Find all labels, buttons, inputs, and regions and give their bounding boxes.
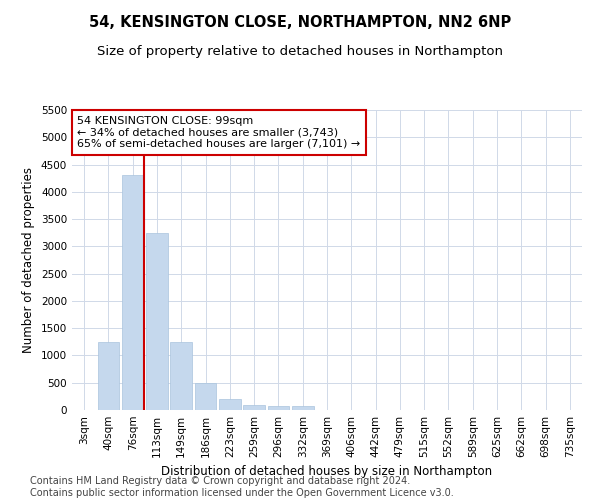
X-axis label: Distribution of detached houses by size in Northampton: Distribution of detached houses by size … [161, 466, 493, 478]
Text: Size of property relative to detached houses in Northampton: Size of property relative to detached ho… [97, 45, 503, 58]
Text: 54, KENSINGTON CLOSE, NORTHAMPTON, NN2 6NP: 54, KENSINGTON CLOSE, NORTHAMPTON, NN2 6… [89, 15, 511, 30]
Bar [219, 399, 241, 410]
Bar [146, 232, 168, 410]
Bar [268, 406, 289, 410]
Text: 54 KENSINGTON CLOSE: 99sqm
← 34% of detached houses are smaller (3,743)
65% of s: 54 KENSINGTON CLOSE: 99sqm ← 34% of deta… [77, 116, 361, 149]
Bar [243, 404, 265, 410]
Y-axis label: Number of detached properties: Number of detached properties [22, 167, 35, 353]
Text: Contains HM Land Registry data © Crown copyright and database right 2024.
Contai: Contains HM Land Registry data © Crown c… [30, 476, 454, 498]
Bar [122, 176, 143, 410]
Bar [194, 382, 217, 410]
Bar [97, 342, 119, 410]
Bar [170, 342, 192, 410]
Bar [292, 406, 314, 410]
